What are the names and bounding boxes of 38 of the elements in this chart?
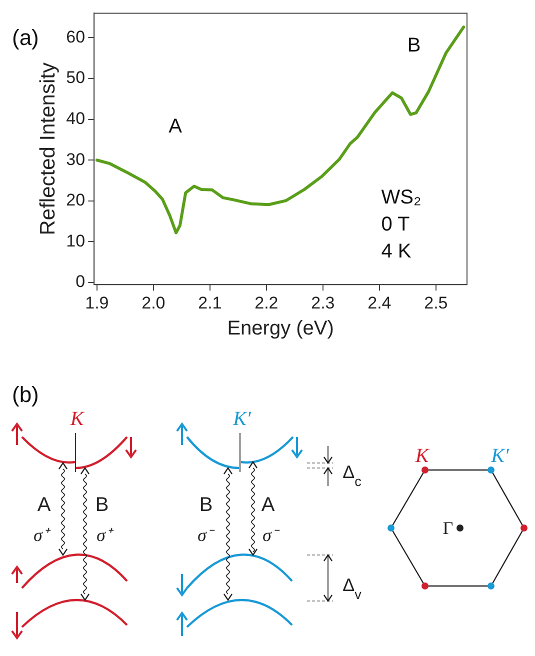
text: K <box>69 408 86 430</box>
text: σ⁻ <box>262 525 280 545</box>
text: σ⁺ <box>34 525 52 545</box>
text: (a) <box>12 25 39 50</box>
text: A <box>261 494 276 516</box>
text: (b) <box>12 382 39 407</box>
x-tick-label: 2.5 <box>424 293 448 312</box>
text: Δ$_{v}$ <box>342 575 362 602</box>
y-axis-title: Reflected Intensity <box>36 62 60 236</box>
text: σ⁺ <box>96 525 114 545</box>
x-tick-label: 2.2 <box>254 293 278 312</box>
y-tick-label: 30 <box>66 150 86 169</box>
text: B <box>95 494 109 516</box>
annotation: A <box>168 116 183 138</box>
text: B <box>199 494 213 516</box>
y-tick-label: 20 <box>66 190 86 210</box>
annotation: B <box>407 34 421 56</box>
text: Γ <box>442 518 454 538</box>
x-tick-label: 2.0 <box>142 293 166 312</box>
text: Δ$_{c}$ <box>342 462 362 488</box>
x-tick-label: 2.3 <box>311 293 335 312</box>
text: K′ <box>490 445 510 467</box>
x-tick-label: 2.1 <box>198 293 222 312</box>
text: A <box>37 494 52 516</box>
x-tick-label: 1.9 <box>85 293 109 312</box>
text: K′ <box>232 408 252 430</box>
text: σ⁻ <box>198 525 216 545</box>
annotation: 0 T <box>381 213 410 236</box>
y-tick-label: 40 <box>66 109 86 128</box>
annotation: 4 K <box>381 240 412 263</box>
x-tick-label: 2.4 <box>368 293 392 312</box>
y-tick-label: 60 <box>66 27 86 46</box>
y-tick-label: 10 <box>66 231 86 250</box>
annotation: WS₂ <box>381 186 422 208</box>
y-tick-label: 50 <box>66 68 86 88</box>
text: K <box>414 445 430 467</box>
x-axis-title: Energy (eV) <box>227 318 334 340</box>
y-tick-label: 0 <box>76 272 86 292</box>
